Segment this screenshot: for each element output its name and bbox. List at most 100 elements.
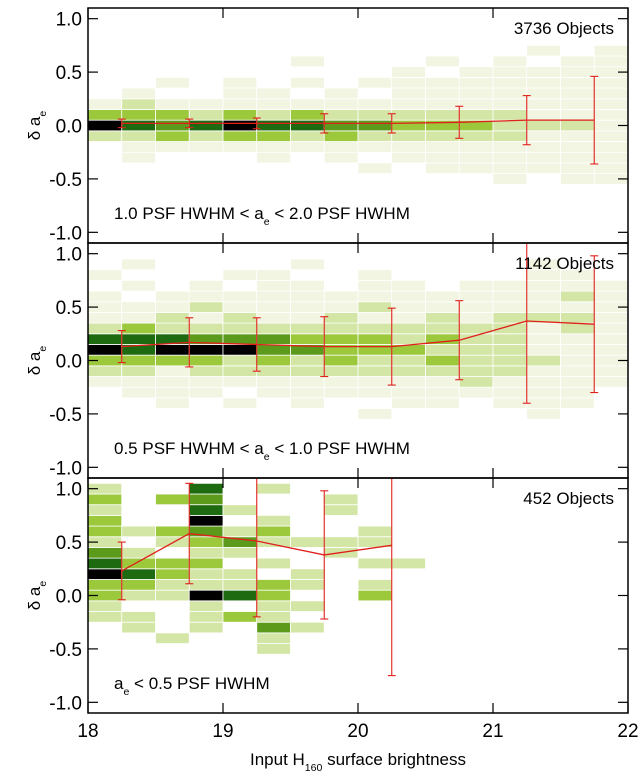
heatmap-cell	[560, 376, 595, 388]
x-tick-label: 18	[77, 721, 98, 742]
heatmap-cell	[88, 504, 123, 516]
y-tick-label: 1.0	[56, 480, 82, 501]
line	[121, 119, 595, 125]
heatmap-cell	[188, 141, 224, 153]
heatmap-cell	[357, 557, 393, 570]
heatmap-cell	[560, 312, 595, 324]
heatmap-cell	[560, 386, 595, 399]
heatmap-cell	[492, 55, 528, 68]
annotation: 452 Objects	[523, 489, 614, 508]
heatmap-cell	[458, 77, 494, 89]
heatmap-cell	[357, 365, 393, 377]
heatmap-cell	[290, 258, 325, 271]
heatmap-cell	[188, 344, 224, 356]
heatmap-cell	[256, 376, 291, 388]
y-tick-label: -0.5	[49, 170, 82, 191]
heatmap-cell	[121, 258, 156, 271]
heatmap-cell	[256, 322, 291, 335]
heatmap-cell	[188, 611, 224, 623]
heatmap-cell	[88, 312, 123, 324]
heatmap-cell	[425, 55, 460, 68]
heatmap-cell	[256, 611, 291, 623]
heatmap-cell	[222, 119, 258, 132]
heatmap-cell	[560, 365, 595, 377]
heatmap-cell	[425, 141, 460, 153]
heatmap-cell	[188, 600, 224, 612]
heatmap-cell	[492, 77, 528, 89]
heatmap-cell	[222, 579, 258, 591]
heatmap-cell	[188, 557, 224, 570]
heatmap-cell	[323, 536, 359, 548]
heatmap-cell	[290, 55, 325, 68]
heatmap-cell	[425, 376, 460, 388]
heatmap-cell	[155, 290, 190, 303]
heatmap-cell	[188, 365, 224, 377]
heatmap-cell	[560, 344, 595, 356]
heatmap-cell	[526, 365, 561, 377]
heatmap-cell	[323, 333, 359, 345]
heatmap-cell	[458, 354, 494, 367]
y-axis-label-part: e	[37, 581, 49, 587]
heatmap-cell	[188, 279, 224, 292]
heatmap-cell	[391, 119, 426, 132]
heatmap-cell	[121, 525, 156, 538]
heatmap-cell	[357, 579, 393, 591]
heatmap-cell	[593, 130, 628, 142]
heatmap-cell	[526, 333, 561, 345]
heatmap-cell	[290, 397, 325, 409]
heatmap-cell	[222, 312, 258, 324]
heatmap-cell	[593, 333, 628, 345]
heatmap-cell	[391, 301, 426, 313]
heatmap-cell	[323, 98, 359, 110]
heatmap-cell	[222, 333, 258, 345]
heatmap-cell	[88, 130, 123, 142]
range-label-part: e	[123, 686, 129, 698]
y-axis-label: δ ae	[25, 111, 49, 141]
heatmap-cell	[88, 600, 123, 612]
heatmap-cell	[391, 109, 426, 121]
heatmap-cell	[357, 98, 393, 110]
heatmap-cell	[222, 98, 258, 110]
heatmap-cell	[560, 290, 595, 303]
heatmap-cell	[458, 279, 494, 292]
heatmap-cell	[121, 130, 156, 142]
heatmap-cell	[492, 130, 528, 142]
heatmap-cell	[222, 547, 258, 559]
heatmap-cell	[290, 98, 325, 110]
heatmap-cell	[458, 312, 494, 324]
heatmap-cell	[391, 66, 426, 78]
heatmap-cell	[88, 493, 123, 506]
y-tick-label: 1.0	[56, 245, 82, 266]
heatmap-cell	[391, 77, 426, 89]
heatmap-cell	[88, 557, 123, 570]
heatmap-cell	[155, 568, 190, 580]
heatmap-cell	[458, 290, 494, 303]
heatmap-cell	[256, 354, 291, 367]
heatmap-cell	[526, 386, 561, 399]
heatmap-cell	[121, 589, 156, 602]
heatmap-cell	[560, 162, 595, 174]
heatmap-cell	[155, 536, 190, 548]
heatmap-cell	[155, 525, 190, 538]
x-tick-label: 19	[212, 721, 233, 742]
heatmap-cell	[492, 322, 528, 335]
y-tick-label: -1.0	[49, 693, 82, 714]
heatmap-cell	[458, 109, 494, 121]
heatmap-cell	[121, 119, 156, 132]
heatmap-cell	[593, 322, 628, 335]
heatmap-cell	[256, 119, 291, 132]
heatmap-cell	[188, 301, 224, 313]
heatmap-cell	[88, 365, 123, 377]
heatmap-cell	[222, 77, 258, 89]
heatmap-cell	[88, 547, 123, 559]
heatmap-cell	[526, 119, 561, 132]
heatmap-cell	[593, 312, 628, 324]
heatmap-cell	[425, 98, 460, 110]
y-tick-label: -0.5	[49, 405, 82, 426]
heatmap-cell	[357, 162, 393, 174]
range-label-part: a	[114, 674, 124, 693]
heatmap-cell	[290, 386, 325, 399]
heatmap-cell	[155, 579, 190, 591]
heatmap-cell	[323, 493, 359, 506]
heatmap-cell	[290, 354, 325, 367]
